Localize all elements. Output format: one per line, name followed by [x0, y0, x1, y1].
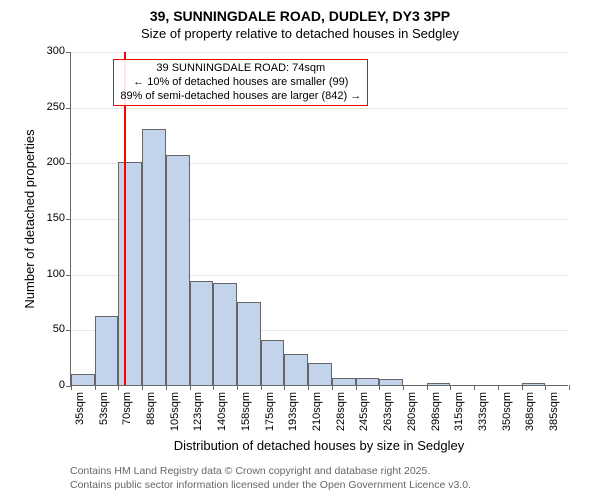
x-tick-mark [142, 385, 143, 390]
annotation-line: ← 10% of detached houses are smaller (99… [120, 76, 361, 90]
histogram-bar [237, 302, 261, 386]
chart-title-line2: Size of property relative to detached ho… [0, 26, 600, 41]
x-tick-mark [190, 385, 191, 390]
x-tick-mark [522, 385, 523, 390]
x-tick-mark [545, 385, 546, 390]
x-tick-label: 385sqm [548, 392, 560, 431]
x-tick-mark [166, 385, 167, 390]
x-tick-label: 175sqm [264, 392, 276, 431]
y-tick-label: 300 [47, 45, 71, 57]
x-tick-mark [498, 385, 499, 390]
x-tick-mark [284, 385, 285, 390]
y-tick-label: 200 [47, 156, 71, 168]
histogram-bar [142, 129, 166, 385]
annotation-box: 39 SUNNINGDALE ROAD: 74sqm← 10% of detac… [113, 59, 368, 106]
histogram-bar [379, 379, 403, 385]
x-tick-label: 280sqm [406, 392, 418, 431]
histogram-bar [213, 283, 237, 385]
histogram-bar [308, 363, 332, 385]
histogram-bar [522, 383, 546, 385]
x-tick-mark [118, 385, 119, 390]
chart-title-line1: 39, SUNNINGDALE ROAD, DUDLEY, DY3 3PP [0, 8, 600, 24]
histogram-bar [284, 354, 308, 385]
x-tick-label: 245sqm [359, 392, 371, 431]
histogram-bar [332, 378, 356, 385]
x-tick-label: 263sqm [382, 392, 394, 431]
x-tick-mark [427, 385, 428, 390]
y-tick-label: 150 [47, 212, 71, 224]
histogram-bar [95, 316, 119, 385]
x-tick-mark [308, 385, 309, 390]
x-tick-mark [403, 385, 404, 390]
x-tick-label: 123sqm [193, 392, 205, 431]
histogram-bar [71, 374, 95, 385]
attribution-footer: Contains HM Land Registry data © Crown c… [70, 464, 471, 492]
gridline [71, 108, 568, 109]
x-tick-label: 193sqm [287, 392, 299, 431]
annotation-line: 89% of semi-detached houses are larger (… [120, 90, 361, 104]
histogram-bar [118, 162, 142, 385]
histogram-plot-area: 05010015020025030035sqm53sqm70sqm88sqm10… [70, 52, 568, 386]
x-tick-label: 333sqm [477, 392, 489, 431]
footer-line1: Contains HM Land Registry data © Crown c… [70, 464, 471, 478]
y-tick-label: 250 [47, 101, 71, 113]
histogram-bar [261, 340, 285, 385]
x-tick-label: 298sqm [430, 392, 442, 431]
x-tick-label: 228sqm [335, 392, 347, 431]
x-tick-label: 315sqm [453, 392, 465, 431]
x-tick-label: 53sqm [98, 392, 110, 425]
y-tick-label: 50 [53, 323, 71, 335]
x-tick-label: 368sqm [525, 392, 537, 431]
y-tick-label: 0 [59, 379, 71, 391]
x-tick-label: 210sqm [311, 392, 323, 431]
x-tick-mark [213, 385, 214, 390]
x-tick-label: 105sqm [169, 392, 181, 431]
x-tick-mark [332, 385, 333, 390]
x-tick-mark [474, 385, 475, 390]
x-tick-label: 140sqm [216, 392, 228, 431]
gridline [71, 52, 568, 53]
x-tick-mark [71, 385, 72, 390]
histogram-bar [190, 281, 214, 385]
x-tick-mark [379, 385, 380, 390]
histogram-bar [166, 155, 190, 385]
annotation-line: 39 SUNNINGDALE ROAD: 74sqm [120, 62, 361, 76]
histogram-bar [427, 383, 451, 385]
x-tick-mark [569, 385, 570, 390]
x-tick-label: 88sqm [145, 392, 157, 425]
x-tick-label: 350sqm [501, 392, 513, 431]
footer-line2: Contains public sector information licen… [70, 478, 471, 492]
x-tick-mark [450, 385, 451, 390]
x-tick-mark [261, 385, 262, 390]
x-tick-mark [356, 385, 357, 390]
x-tick-mark [237, 385, 238, 390]
x-tick-label: 35sqm [74, 392, 86, 425]
y-tick-label: 100 [47, 268, 71, 280]
x-tick-label: 158sqm [240, 392, 252, 431]
x-tick-mark [95, 385, 96, 390]
x-tick-label: 70sqm [121, 392, 133, 425]
histogram-bar [356, 378, 380, 385]
y-axis-label: Number of detached properties [22, 52, 37, 386]
x-axis-label: Distribution of detached houses by size … [70, 438, 568, 453]
chart-title-block: 39, SUNNINGDALE ROAD, DUDLEY, DY3 3PP Si… [0, 0, 600, 41]
